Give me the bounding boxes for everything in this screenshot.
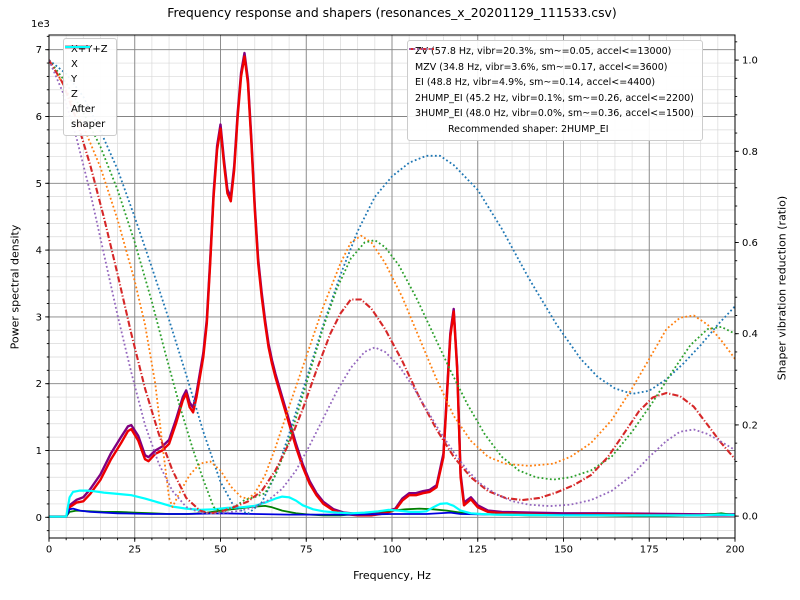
svg-text:7: 7: [36, 45, 42, 56]
svg-text:25: 25: [128, 545, 141, 556]
svg-text:50: 50: [214, 545, 227, 556]
legend-item-label: X: [71, 59, 78, 70]
figure-title: Frequency response and shapers (resonanc…: [167, 5, 617, 20]
series-group: [49, 51, 735, 518]
legend-item: ZV (57.8 Hz, vibr=20.3%, sm~=0.05, accel…: [409, 44, 694, 60]
svg-text:4: 4: [36, 246, 42, 257]
legend-item-label: After shaper: [71, 104, 106, 130]
series-zv: [49, 59, 735, 515]
legend-item-label: ZV (57.8 Hz, vibr=20.3%, sm~=0.05, accel…: [415, 46, 672, 57]
legend-right: ZV (57.8 Hz, vibr=20.3%, sm~=0.05, accel…: [407, 40, 703, 141]
legend-item: Z: [65, 45, 108, 102]
axis-ticks: [45, 35, 739, 542]
svg-text:125: 125: [468, 545, 487, 556]
svg-text:0.2: 0.2: [742, 420, 758, 431]
svg-text:0.6: 0.6: [742, 238, 758, 249]
legend-item-label: X+Y+Z: [71, 44, 108, 55]
legend-sample-line: [65, 45, 90, 48]
legend-item-label: MZV (34.8 Hz, vibr=3.6%, sm~=0.17, accel…: [415, 61, 668, 73]
svg-text:0.0: 0.0: [742, 512, 758, 523]
svg-text:75: 75: [300, 545, 313, 556]
legend-item-label: 3HUMP_EI (48.0 Hz, vibr=0.0%, sm~=0.36, …: [415, 108, 694, 119]
legend-item: 3HUMP_EI (48.0 Hz, vibr=0.0%, sm~=0.36, …: [409, 47, 694, 122]
legend-left: X+Y+Z X Y Z After shaper: [63, 38, 117, 136]
series-2hump-ei: [49, 59, 735, 515]
svg-text:150: 150: [554, 545, 573, 556]
svg-text:6: 6: [36, 112, 42, 123]
legend-item: After shaper: [65, 45, 108, 132]
svg-text:2: 2: [36, 379, 42, 390]
svg-text:0: 0: [46, 545, 52, 556]
svg-text:0: 0: [36, 513, 42, 524]
svg-text:5: 5: [36, 179, 42, 190]
legend-item-label: EI (48.8 Hz, vibr=4.9%, sm~=0.14, accel<…: [415, 77, 656, 88]
x-axis-label: Frequency, Hz: [353, 569, 431, 582]
legend-item: 2HUMP_EI (45.2 Hz, vibr=0.1%, sm~=0.26, …: [409, 47, 694, 107]
svg-text:1.0: 1.0: [742, 56, 758, 67]
recommended-shaper-note: Recommended shaper: 2HUMP_EI: [448, 123, 609, 135]
svg-text:0.8: 0.8: [742, 147, 758, 158]
svg-text:175: 175: [640, 545, 659, 556]
series-3hump-ei: [49, 59, 735, 515]
series-x: [49, 55, 735, 518]
legend-item: X: [65, 45, 108, 72]
svg-text:3: 3: [36, 312, 42, 323]
svg-text:1: 1: [36, 446, 42, 457]
tick-labels: 0 25 50 75 100 125 150 175 200 0 1 2 3 4 5 6 7 0.0 0.2 0.4 0…: [36, 45, 758, 555]
y-axis-label-left: Power spectral density: [8, 224, 22, 350]
legend-sample-line: [409, 47, 434, 50]
svg-text:200: 200: [725, 545, 744, 556]
legend-item: EI (48.8 Hz, vibr=4.9%, sm~=0.14, accel<…: [409, 47, 694, 91]
legend-item-label: Z: [71, 89, 78, 100]
series-mzv: [49, 59, 735, 508]
series-ei: [49, 59, 735, 513]
legend-item-label: Y: [71, 74, 78, 85]
svg-text:100: 100: [382, 545, 401, 556]
svg-text:0.4: 0.4: [742, 329, 758, 340]
series-after-shaper: [49, 489, 735, 518]
y-axis-label-right: Shaper vibration reduction (ratio): [775, 195, 789, 381]
legend-item: Y: [65, 45, 108, 87]
legend-sample-line: [409, 47, 434, 50]
legend-item-label: 2HUMP_EI (45.2 Hz, vibr=0.1%, sm~=0.26, …: [415, 92, 694, 104]
legend-item: MZV (34.8 Hz, vibr=3.6%, sm~=0.17, accel…: [409, 47, 694, 76]
y-axis-offset-text: 1e3: [31, 19, 50, 30]
